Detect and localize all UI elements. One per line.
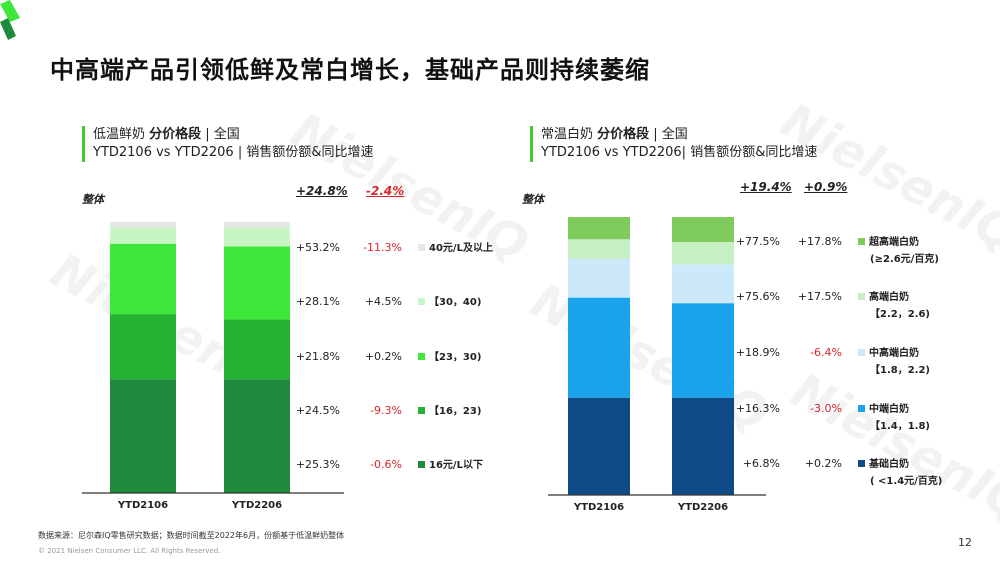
left-growth-2: -11.3% [363,241,402,255]
legend-label: 【16，23) [429,405,482,417]
left-legend-item: 16元/L以下 [418,457,483,474]
right-legend-item: 基础白奶 ( <1.4元/百克) [858,456,942,490]
left-growth-1: +53.2% [295,241,340,255]
right-total-growth-2: +0.9% [804,180,848,194]
right-category-label: YTD2106 [573,502,625,513]
right-header-line1: 常温白奶 分价格段 | 全国 [541,127,688,142]
left-bar-YTD2206-seg-0 [224,379,290,493]
left-category-label: YTD2106 [117,500,169,511]
right-growth-1: +6.8% [742,457,780,471]
right-growth-2: -3.0% [810,401,842,415]
niq-logo [0,0,20,40]
left-bar-YTD2206-seg-4 [224,222,290,228]
left-whole-label: 整体 [82,193,104,206]
left-bar-YTD2206-seg-1 [224,319,290,380]
left-bar-YTD2106-seg-0 [110,379,176,493]
right-bar-YTD2206-seg-2 [672,264,734,304]
left-growth-2: +4.5% [364,295,402,309]
legend-swatch [418,244,425,252]
left-legend-item: 【16，23) [418,403,481,420]
left-bar-YTD2106-seg-4 [110,222,176,228]
legend-swatch [418,460,425,468]
left-growth-2: -9.3% [370,403,402,417]
left-header-line1: 低温鲜奶 分价格段 | 全国 [93,127,240,142]
right-legend-item: 中高端白奶【1.8，2.2) [858,345,930,379]
right-growth-2: -6.4% [810,346,842,359]
legend-label-sub: (≥2.6元/百克) [870,253,939,265]
right-growth-2: +17.8% [797,234,842,248]
right-bar-YTD2106-seg-1 [568,297,630,398]
right-growth-1: +77.5% [735,234,780,248]
right-bar-YTD2206-seg-4 [672,217,734,243]
legend-label: 中高端白奶 [869,348,919,359]
legend-label: 【23，30) [429,351,482,363]
right-legend-item: 超高端白奶 (≥2.6元/百克) [858,234,939,268]
right-bar-YTD2206-seg-0 [672,397,734,495]
legend-label: 16元/L以下 [429,459,483,471]
legend-swatch [858,404,865,412]
left-growth-1: +28.1% [295,295,340,309]
legend-label: 40元/L及以上 [429,243,493,255]
legend-swatch [418,352,425,360]
legend-swatch [858,293,865,301]
left-chart-header: 低温鲜奶 分价格段 | 全国 YTD2106 vs YTD2206 | 销售额份… [82,126,373,162]
left-growth-1: +21.8% [295,349,340,363]
left-total-growth-1: +24.8% [296,184,348,198]
right-bar-YTD2106-seg-0 [568,397,630,495]
legend-label: 基础白奶 [869,459,909,471]
left-legend-item: 【23，30) [418,349,481,366]
right-growth-2: +17.5% [797,290,842,304]
legend-label-sub: ( <1.4元/百克) [870,476,943,488]
right-growth-2: +0.2% [804,457,842,471]
legend-label: 超高端白奶 [869,236,919,248]
right-bar-YTD2206-seg-3 [672,242,734,265]
left-legend-item: 40元/L及以上 [418,240,493,257]
right-bar-YTD2206-seg-1 [672,303,734,398]
left-bar-YTD2106-seg-3 [110,227,176,244]
right-growth-1: +75.6% [735,290,780,304]
legend-swatch [858,349,865,356]
right-bar-YTD2106-seg-4 [568,217,630,240]
right-bar-YTD2106-seg-3 [568,239,630,259]
right-category-label: YTD2206 [677,502,729,513]
left-bar-YTD2106-seg-1 [110,314,176,380]
page-number: 12 [958,536,972,549]
legend-label-sub: 【1.4，1.8) [870,420,930,432]
legend-swatch [418,298,425,306]
legend-label: 高端白奶 [869,292,909,304]
left-growth-2: +0.2% [364,349,402,363]
legend-label: 中端白奶 [869,403,909,415]
right-legend-item: 高端白奶【2.2，2.6) [858,289,930,323]
legend-label: 【30，40) [429,297,482,309]
left-bar-YTD2206-seg-3 [224,227,290,247]
right-whole-label: 整体 [522,193,544,206]
right-bar-YTD2106-seg-2 [568,258,630,298]
right-chart-header: 常温白奶 分价格段 | 全国 YTD2106 vs YTD2206| 销售额份额… [530,126,817,162]
legend-swatch [858,237,865,245]
legend-swatch [858,460,865,468]
right-total-growth-1: +19.4% [740,180,792,194]
copyright: © 2021 Nielsen Consumer LLC. All Rights … [38,547,221,555]
left-legend-item: 【30，40) [418,294,481,311]
data-source-note: 数据来源：尼尔森IQ零售研究数据；数据时间截至2022年6月，份额基于低温鲜奶整… [38,531,345,540]
left-header-line2: YTD2106 vs YTD2206 | 销售额份额&同比增速 [93,145,374,160]
right-growth-1: +18.9% [735,346,780,359]
legend-swatch [418,406,425,414]
left-category-label: YTD2206 [231,500,283,511]
page-title: 中高端产品引领低鲜及常白增长，基础产品则持续萎缩 [50,56,650,84]
left-bar-YTD2106-seg-2 [110,243,176,315]
left-bar-YTD2206-seg-2 [224,246,290,320]
left-growth-1: +24.5% [295,403,340,417]
left-total-growth-2: -2.4% [366,184,405,198]
left-growth-2: -0.6% [370,457,402,471]
right-header-line2: YTD2106 vs YTD2206| 销售额份额&同比增速 [541,145,818,160]
legend-label-sub: 【2.2，2.6) [870,309,930,321]
right-growth-1: +16.3% [735,401,780,415]
right-legend-item: 中端白奶【1.4，1.8) [858,401,930,435]
legend-label-sub: 【1.8，2.2) [870,365,930,376]
left-growth-1: +25.3% [295,457,340,471]
